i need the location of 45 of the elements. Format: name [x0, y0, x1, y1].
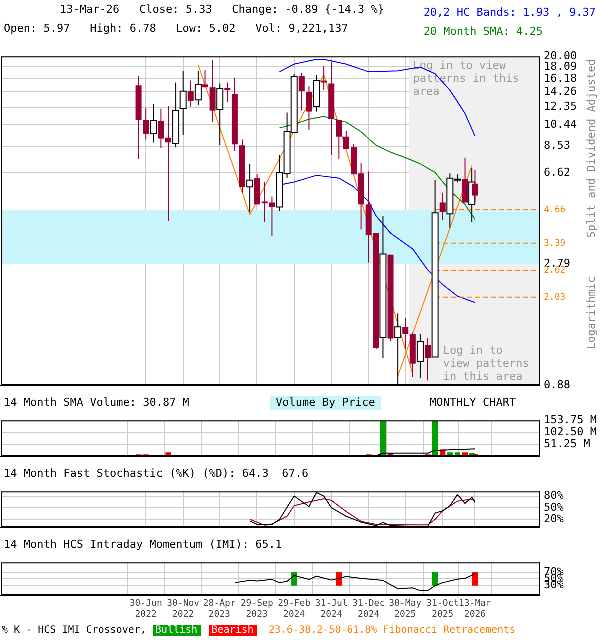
chart-title: 14 Month Fast Stochastic (%K) (%D): 64.3 67.6	[4, 467, 309, 481]
text: Bullish	[152, 625, 201, 636]
x-tick-label: 31-Oct 2025	[426, 599, 460, 620]
x-tick-label: 30-Jun 2022	[130, 599, 162, 620]
annotation: Log in to view patterns in this area	[443, 344, 530, 383]
x-tick-label: 29-Feb 2024	[278, 599, 311, 620]
y-tick-label: 50%	[544, 500, 564, 514]
ref-line-label: 2.62	[544, 266, 566, 276]
x-tick-label: 13-Mar 2026	[458, 599, 492, 620]
x-tick-label: 31-Dec 2024	[352, 599, 386, 620]
y-tick-label: 10.44	[544, 118, 578, 131]
x-tick-label: 28-Apr 2023	[203, 599, 236, 620]
y-tick-label: 6.62	[544, 166, 570, 179]
x-tick-label: 29-Sep 2023	[240, 599, 274, 620]
x-tick-label: 30-May 2025	[389, 599, 422, 620]
y-tick-label: 80%	[544, 489, 564, 502]
text: 20,2 HC Bands: 1.93 , 9.37	[424, 5, 596, 21]
ref-line-label: 4.66	[544, 205, 566, 216]
text: 23.6-38.2-50-61.8% Fibonacci Retracements	[268, 625, 516, 636]
chart-title: 13-Mar-26 Close: 5.33 Change: -0.89 {-14.3 %}	[60, 3, 385, 16]
y-tick-label: 20%	[544, 512, 564, 526]
ref-line-label: 2.03	[544, 292, 566, 303]
text: 20 Month SMA: 4.25	[424, 24, 544, 40]
y-tick-label: 153.75 M	[544, 413, 598, 426]
y-axis-title: Split and Dividend Adjusted	[584, 59, 598, 238]
ref-line-label: 3.39	[544, 238, 566, 249]
x-tick-label: 31-Jul 2024	[315, 599, 348, 620]
text: MONTHLY CHART	[430, 396, 516, 410]
y-tick-label: 12.35	[544, 100, 578, 114]
y-tick-label: 51.25 M	[544, 437, 591, 450]
chart-title: 14 Month SMA Volume: 30.87 M	[4, 396, 190, 410]
text: Logarithmic	[584, 276, 598, 350]
text: Volume By Price	[270, 396, 382, 410]
y-tick-label: 16.18	[544, 72, 578, 85]
y-tick-label: 8.53	[544, 139, 570, 152]
x-tick-label: 30-Nov 2022	[167, 599, 200, 620]
text: Bearish	[208, 625, 257, 636]
text: % K - HCS IMI Crossover,	[2, 625, 148, 636]
y-tick-label: 18.09	[544, 60, 578, 74]
chart-subtitle: Open: 5.97 High: 6.78 Low: 5.02 Vol: 9,221,137	[4, 22, 348, 35]
y-tick-label: 0.88	[544, 378, 570, 392]
y-tick-label: 20.00	[544, 49, 578, 62]
chart-title: 14 Month HCS Intraday Momentum (IMI): 65.1	[4, 538, 282, 552]
y-tick-label: 14.26	[544, 85, 578, 98]
y-tick-label: 102.50 M	[544, 425, 598, 438]
